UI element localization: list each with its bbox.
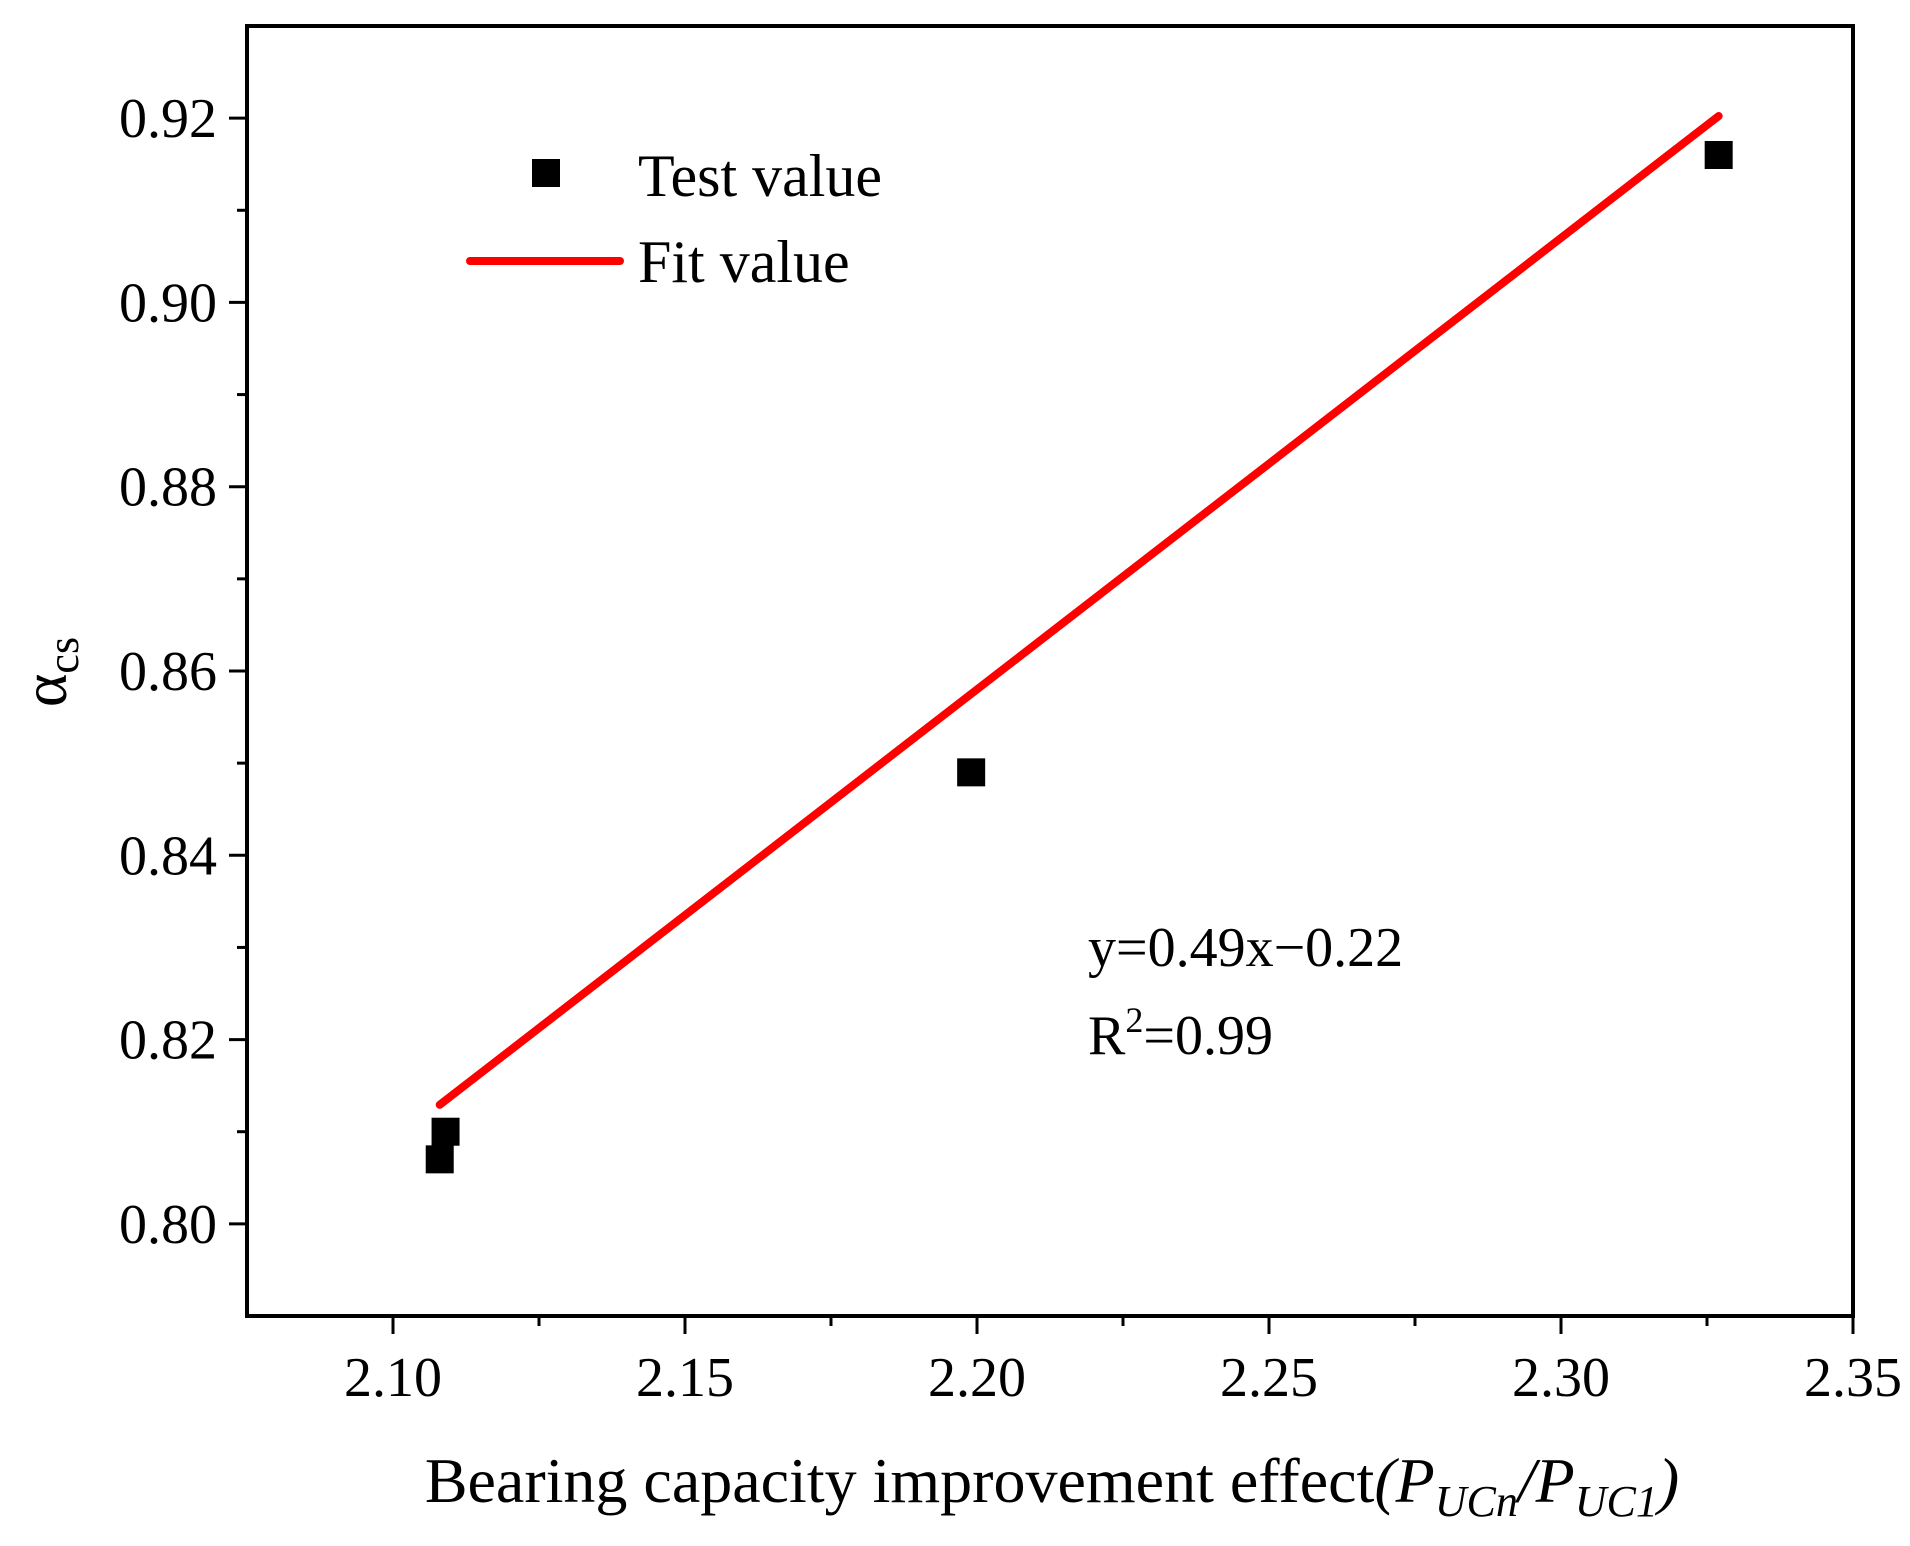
x-axis-sub2: UC1 [1575, 1477, 1658, 1526]
y-tick-labels: 0.80 0.82 0.84 0.86 0.88 0.90 0.92 [119, 88, 217, 1256]
x-axis-open: ( [1374, 1445, 1399, 1516]
x-axis-sub1: UCn [1435, 1477, 1518, 1526]
x-axis-p1: P [1395, 1445, 1435, 1516]
x-tick-label: 2.10 [344, 1347, 442, 1409]
data-points [425, 141, 1733, 1174]
y-tick-label: 0.92 [119, 88, 217, 150]
test-value-point [425, 1145, 454, 1174]
fit-line [435, 112, 1723, 1109]
x-tick-label: 2.20 [928, 1347, 1026, 1409]
x-tick-label: 2.25 [1220, 1347, 1318, 1409]
legend: Test value Fit value [466, 143, 882, 295]
x-axis-title: Bearing capacity improvement effect(PUCn… [425, 1445, 1679, 1526]
y-tick-label: 0.84 [119, 825, 217, 887]
x-axis-p2: P [1535, 1445, 1575, 1516]
test-value-point [957, 758, 986, 787]
x-tick-label: 2.15 [636, 1347, 734, 1409]
x-tick-label: 2.30 [1512, 1347, 1610, 1409]
legend-marker-test [532, 159, 560, 187]
r-squared-prefix: R [1088, 1005, 1126, 1067]
x-axis-main: Bearing capacity improvement effect [425, 1445, 1375, 1516]
x-tick-labels: 2.10 2.15 2.20 2.25 2.30 2.35 [344, 1347, 1902, 1409]
fit-equation: y=0.49x−0.22 [1088, 917, 1403, 979]
r-squared-sup: 2 [1125, 1000, 1143, 1040]
y-tick-label: 0.82 [119, 1010, 217, 1072]
y-axis-symbol: α [9, 674, 80, 708]
r-squared-value: =0.99 [1143, 1005, 1273, 1067]
y-axis-sub: cs [39, 637, 88, 674]
plot-frame [245, 24, 1855, 1318]
tick-marks [229, 116, 1855, 1334]
y-tick-label: 0.80 [119, 1194, 217, 1256]
fit-line-group [435, 112, 1723, 1109]
legend-label-fit: Fit value [638, 229, 850, 295]
x-axis-close: ) [1654, 1445, 1679, 1516]
r-squared: R2=0.99 [1088, 1000, 1273, 1067]
legend-label-test: Test value [638, 143, 882, 209]
test-value-point [431, 1117, 460, 1146]
test-value-point [1704, 141, 1733, 169]
y-tick-label: 0.88 [119, 457, 217, 519]
y-tick-label: 0.86 [119, 641, 217, 703]
fit-annotation: y=0.49x−0.22 R2=0.99 [1088, 917, 1403, 1067]
y-axis-title: αcs [9, 637, 88, 707]
x-tick-label: 2.35 [1804, 1347, 1902, 1409]
y-tick-label: 0.90 [119, 272, 217, 334]
